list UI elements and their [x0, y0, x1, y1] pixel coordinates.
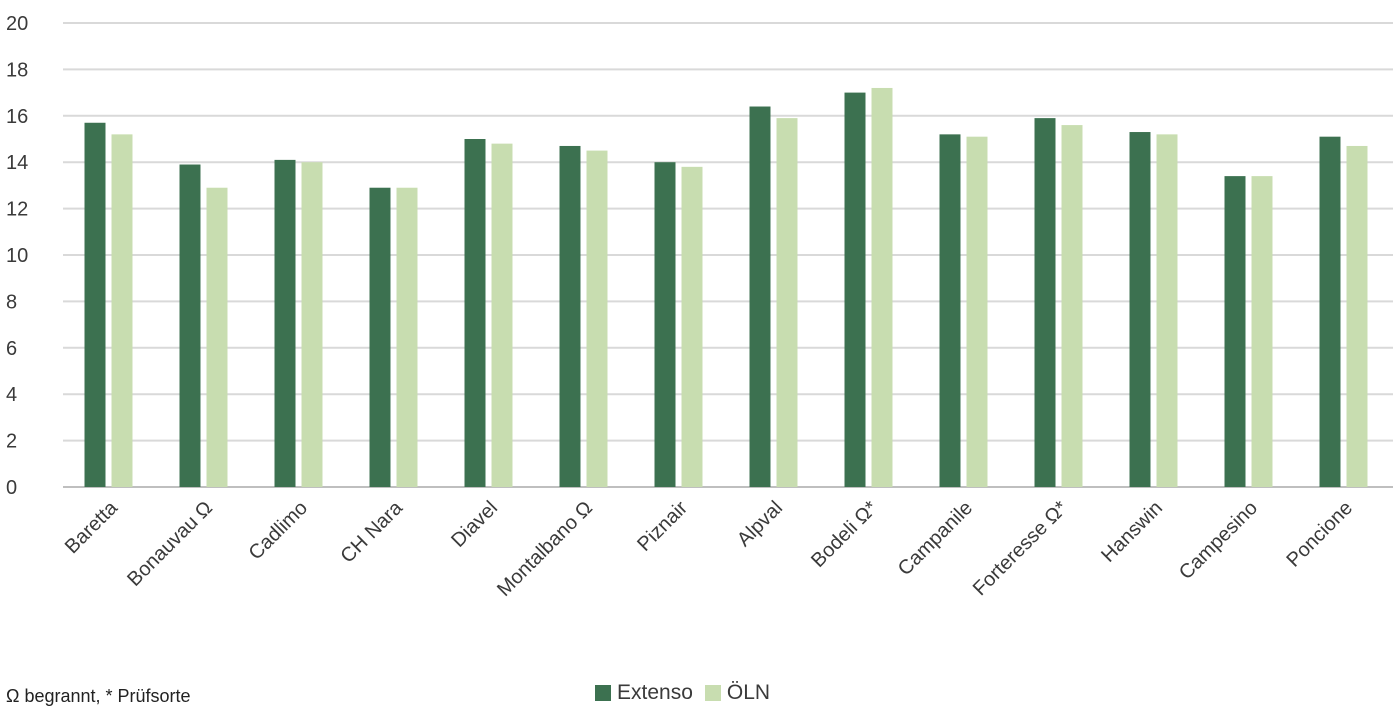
y-tick-label: 0 [6, 477, 17, 499]
legend-item: Extenso [595, 681, 693, 705]
bar-oeln [396, 187, 418, 487]
gridlines [63, 22, 1393, 488]
bar-chart: 0 2 4 6 8 10 12 14 16 18 20 Baretta Bonauvau Ω Cadli… [6, 13, 1393, 601]
x-axis-category-labels: Baretta Bonauvau Ω Cadlimo CH Nara DiavelMon… [61, 496, 1357, 601]
bar-extenso [1034, 118, 1056, 488]
y-tick-label: 6 [6, 338, 17, 360]
y-tick-label: 12 [6, 199, 28, 221]
bar-extenso [84, 122, 106, 487]
legend-swatch [704, 685, 721, 701]
x-category-label: Montalbano Ω [493, 497, 597, 601]
bar-oeln [586, 150, 608, 487]
legend-item: ÖLN [704, 681, 771, 705]
footnote: Ω begrannt, * Prüfsorte [6, 686, 191, 706]
legend-label: ÖLN [726, 681, 771, 704]
bar-extenso [179, 164, 201, 487]
x-category-label: Bodeli Ω* [807, 497, 882, 572]
bar-oeln [301, 162, 323, 487]
bar-extenso [559, 145, 581, 487]
x-category-label: Bonauvau Ω [123, 497, 217, 591]
y-tick-label: 4 [6, 384, 17, 406]
bar-extenso [274, 159, 296, 487]
y-tick-label: 2 [6, 431, 17, 453]
bar-oeln [871, 87, 893, 488]
y-tick-label: 16 [6, 106, 28, 128]
x-category-label: Alpval [733, 497, 787, 551]
x-category-label: Campesino [1175, 497, 1262, 584]
bar-oeln [966, 136, 988, 487]
x-category-label: Hanswin [1097, 497, 1167, 567]
bar-oeln [1251, 176, 1273, 487]
bar-oeln [1156, 134, 1178, 488]
bar-oeln [206, 187, 228, 487]
x-category-label: Piznair [633, 497, 692, 556]
legend-swatch [595, 685, 611, 701]
bar-extenso [749, 106, 771, 488]
y-tick-label: 20 [6, 13, 28, 35]
x-category-label: Poncione [1283, 497, 1358, 572]
y-axis-tick-labels: 0 2 4 6 8 10 12 14 16 18 20 [6, 13, 28, 499]
bar-extenso [939, 134, 961, 488]
x-category-label: Forteresse Ω* [969, 497, 1072, 600]
bar-oeln [1346, 145, 1368, 487]
y-tick-label: 8 [6, 291, 17, 313]
legend: Extenso ÖLN [595, 681, 782, 705]
bar-oeln [681, 166, 703, 487]
y-tick-label: 18 [6, 59, 28, 81]
bar-extenso [1319, 136, 1341, 487]
x-category-label: Cadlimo [245, 497, 312, 564]
bar-oeln [1061, 125, 1083, 487]
bar-oeln [491, 143, 513, 487]
bar-extenso [369, 187, 391, 487]
legend-label: Extenso [617, 681, 693, 704]
bar-extenso [1129, 132, 1151, 488]
x-category-label: Baretta [61, 496, 123, 558]
x-category-label: Diavel [447, 497, 502, 552]
bar-oeln [111, 134, 133, 488]
x-category-label: Campanile [894, 497, 977, 580]
bar-extenso [1224, 176, 1246, 487]
bars [84, 87, 1368, 488]
bar-oeln [776, 118, 798, 488]
bar-extenso [464, 139, 486, 487]
y-tick-label: 14 [6, 152, 28, 174]
bar-extenso [844, 92, 866, 487]
bar-extenso [654, 162, 676, 487]
x-category-label: CH Nara [336, 496, 407, 567]
y-tick-label: 10 [6, 245, 28, 267]
